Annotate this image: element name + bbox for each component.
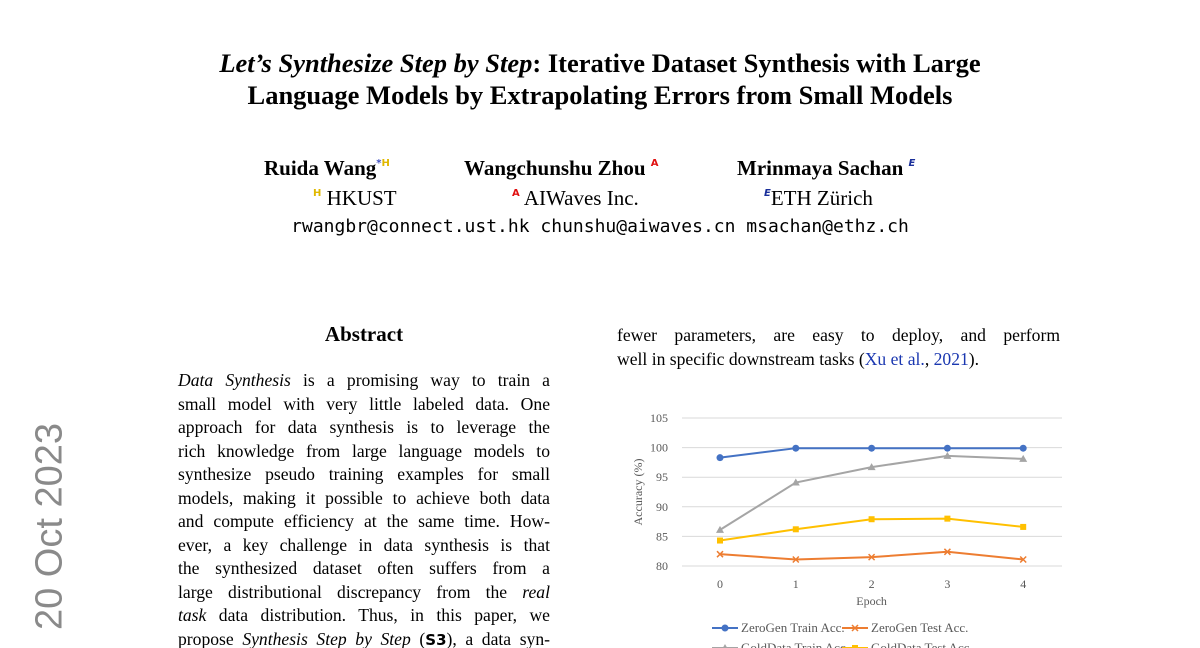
data-point: [717, 537, 723, 544]
series-line-1: [719, 550, 1024, 561]
x-tick-label: 0: [717, 577, 723, 591]
title-italic: Let’s Synthesize Step by Step: [219, 48, 533, 78]
data-point: [716, 525, 724, 533]
data-point: [792, 526, 799, 533]
x-axis-label: Epoch: [856, 594, 887, 608]
data-point: [1020, 523, 1027, 530]
legend-label: GoldData Test Acc.: [871, 640, 973, 648]
legend-marker: [722, 644, 728, 648]
data-point: [791, 478, 800, 486]
citation-year-link[interactable]: 2021: [933, 348, 969, 369]
data-point: [1019, 454, 1028, 462]
legend-marker: [851, 624, 859, 632]
data-point: [944, 515, 951, 522]
x-tick-label: 2: [869, 577, 875, 591]
author-2: Wangchunshu Zhou A: [464, 156, 659, 180]
data-point: [868, 553, 876, 561]
y-tick-label: 100: [650, 441, 668, 455]
author-emails: rwangbr@connect.ust.hk chunshu@aiwaves.c…: [291, 216, 909, 237]
data-point: [943, 451, 952, 459]
title-line2: Language Models by Extrapolating Errors …: [247, 80, 953, 110]
y-tick-label: 95: [656, 470, 668, 484]
y-axis-label: Accuracy (%): [631, 459, 645, 526]
data-point: [868, 444, 876, 452]
data-point: [867, 463, 876, 471]
paper-title: Let’s Synthesize Step by Step: Iterative…: [0, 47, 1200, 111]
author-1: Ruida Wang*H: [264, 156, 390, 180]
citation-link[interactable]: Xu et al.: [864, 348, 925, 369]
x-tick-label: 1: [793, 577, 799, 591]
y-tick-label: 90: [656, 500, 668, 514]
data-point: [943, 444, 951, 452]
x-tick-label: 3: [944, 577, 950, 591]
y-tick-label: 85: [656, 529, 668, 543]
x-tick-label: 4: [1020, 577, 1026, 591]
legend-label: ZeroGen Train Acc.: [741, 620, 845, 635]
data-point: [716, 550, 724, 558]
legend-label: ZeroGen Test Acc.: [871, 620, 968, 635]
data-point: [1019, 555, 1027, 564]
abstract-body: Data Synthesis is a promising way to tra…: [178, 370, 550, 648]
legend-label: GoldData Train Acc.: [741, 640, 849, 648]
title-line1: : Iterative Dataset Synthesis with Large: [532, 48, 981, 78]
data-point: [792, 444, 800, 452]
author-3: Mrinmaya Sachan E: [737, 156, 916, 180]
right-column-text: fewer parameters, are easy to deploy, an…: [617, 325, 1060, 369]
legend-marker: [721, 624, 729, 632]
affiliation-1: H HKUST: [313, 186, 397, 210]
data-point: [943, 548, 951, 556]
data-point: [716, 454, 724, 462]
affiliation-2: A AIWaves Inc.: [512, 186, 639, 210]
y-tick-label: 105: [650, 411, 668, 425]
accuracy-chart: 80 85 90 95 100 105 0 1 2 3 4 Epoch Accuracy (%) Zero…: [631, 411, 1062, 648]
data-point: [792, 555, 800, 564]
arxiv-date-stamp: 20 Oct 2023: [28, 422, 71, 631]
affiliation-3: EETH Zürich: [764, 186, 873, 210]
y-tick-label: 80: [656, 559, 668, 573]
legend-marker: [852, 645, 858, 648]
data-point: [868, 516, 875, 523]
data-point: [1019, 444, 1027, 452]
abstract-heading: Abstract: [324, 322, 404, 346]
